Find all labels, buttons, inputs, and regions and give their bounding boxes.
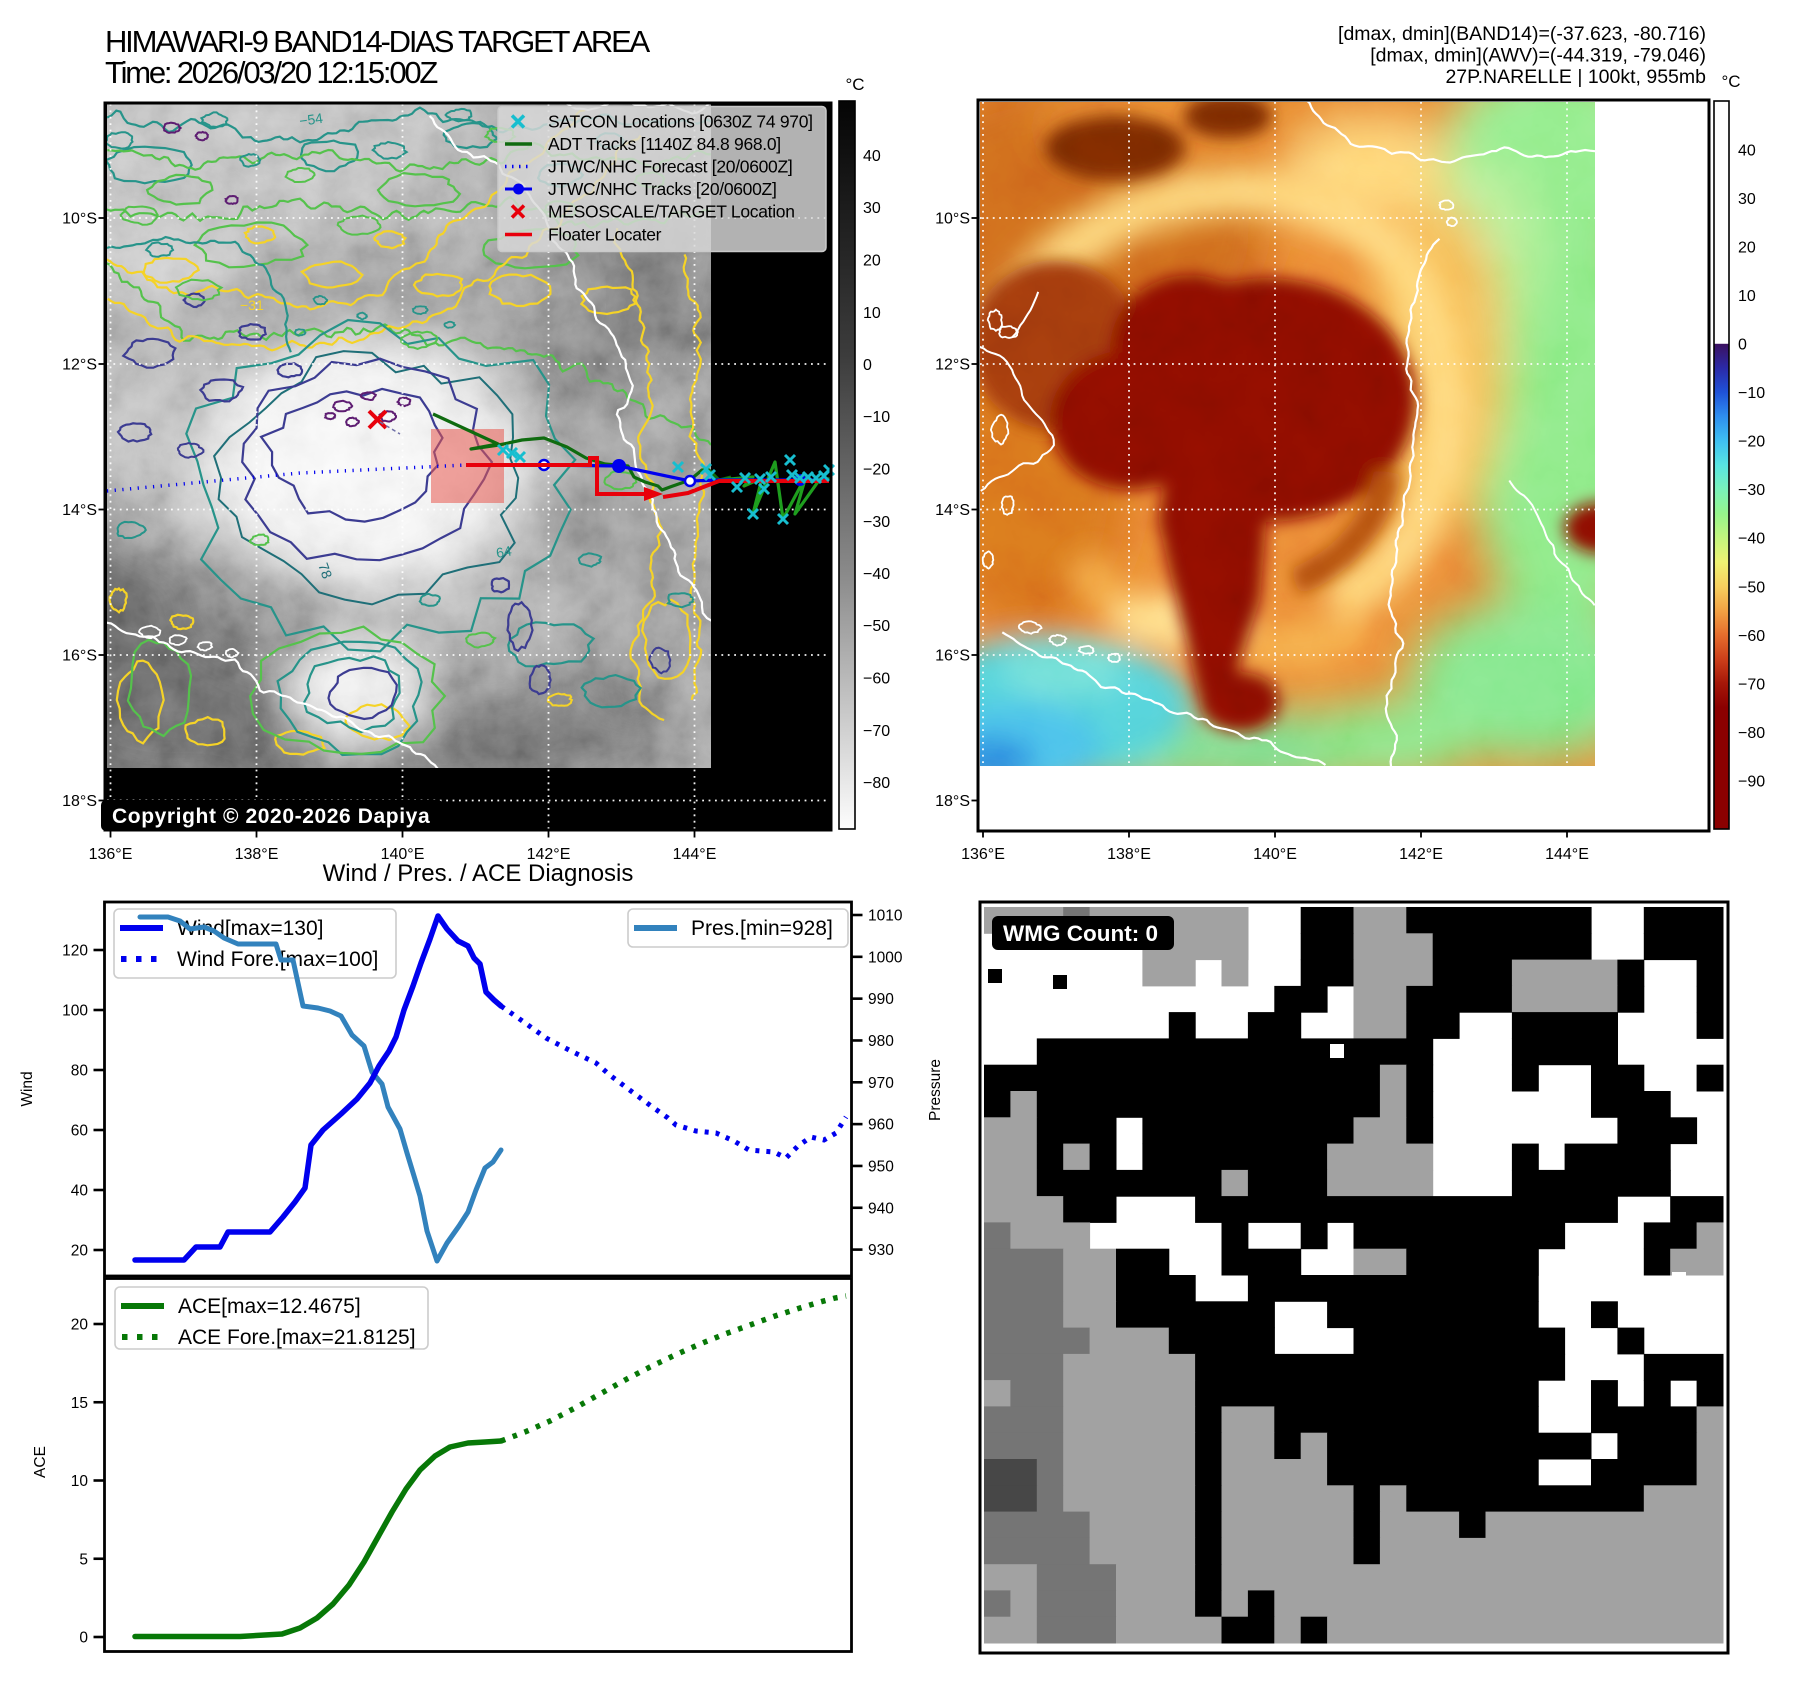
svg-text:40: 40: [71, 1183, 89, 1200]
svg-text:120: 120: [62, 943, 88, 960]
svg-text:12°S: 12°S: [62, 357, 97, 374]
svg-text:WMG Count: 0: WMG Count: 0: [1003, 921, 1158, 946]
svg-text:20: 20: [71, 1317, 89, 1334]
svg-text:−90: −90: [1738, 773, 1765, 790]
svg-text:64: 64: [495, 542, 513, 560]
svg-text:HIMAWARI-9 BAND14-DIAS TARGET: HIMAWARI-9 BAND14-DIAS TARGET AREA: [105, 24, 651, 59]
svg-text:12°S: 12°S: [935, 357, 970, 374]
svg-text:−20: −20: [863, 462, 890, 479]
svg-text:138°E: 138°E: [1107, 846, 1151, 863]
svg-text:−60: −60: [863, 671, 890, 688]
svg-text:JTWC/NHC Forecast [20/0600Z]: JTWC/NHC Forecast [20/0600Z]: [548, 157, 792, 177]
svg-text:−31: −31: [240, 297, 264, 313]
svg-text:18°S: 18°S: [935, 793, 970, 810]
svg-text:Wind: Wind: [19, 1071, 36, 1106]
svg-text:−70: −70: [863, 723, 890, 740]
svg-text:950: 950: [868, 1158, 894, 1175]
svg-text:18°S: 18°S: [62, 793, 97, 810]
svg-text:1000: 1000: [868, 949, 903, 966]
svg-text:27P.NARELLE | 100kt, 955mb: 27P.NARELLE | 100kt, 955mb: [1445, 66, 1706, 88]
svg-text:[dmax, dmin](BAND14)=(-37.623,: [dmax, dmin](BAND14)=(-37.623, -80.716): [1338, 23, 1706, 45]
svg-text:10: 10: [71, 1473, 89, 1490]
svg-text:−20: −20: [1738, 434, 1765, 451]
svg-text:960: 960: [868, 1117, 894, 1134]
svg-text:15: 15: [71, 1395, 88, 1412]
svg-text:940: 940: [868, 1200, 894, 1217]
svg-text:Time: 2026/03/20 12:15:00Z: Time: 2026/03/20 12:15:00Z: [105, 55, 437, 90]
svg-text:10: 10: [1738, 288, 1756, 305]
svg-text:°C: °C: [845, 75, 864, 94]
svg-text:−40: −40: [863, 566, 890, 583]
svg-text:10°S: 10°S: [935, 211, 970, 228]
svg-text:−50: −50: [863, 618, 890, 635]
svg-text:[dmax, dmin](AWV)=(-44.319, -7: [dmax, dmin](AWV)=(-44.319, -79.046): [1370, 45, 1706, 67]
svg-text:MESOSCALE/TARGET Location: MESOSCALE/TARGET Location: [548, 202, 795, 222]
svg-text:Pressure: Pressure: [927, 1059, 944, 1121]
svg-text:−30: −30: [863, 514, 890, 531]
svg-text:144°E: 144°E: [673, 846, 717, 863]
svg-text:0: 0: [1738, 337, 1747, 354]
svg-text:930: 930: [868, 1242, 894, 1259]
svg-text:980: 980: [868, 1033, 894, 1050]
svg-text:−54: −54: [298, 110, 324, 129]
svg-text:Wind Fore.[max=100]: Wind Fore.[max=100]: [177, 948, 378, 971]
svg-text:JTWC/NHC Tracks [20/0600Z]: JTWC/NHC Tracks [20/0600Z]: [548, 179, 777, 199]
svg-text:144°E: 144°E: [1545, 846, 1589, 863]
svg-text:14°S: 14°S: [62, 502, 97, 519]
svg-text:−30: −30: [1738, 482, 1765, 499]
svg-text:0: 0: [863, 357, 872, 374]
svg-text:5: 5: [79, 1551, 88, 1568]
svg-text:−50: −50: [1738, 579, 1765, 596]
svg-text:ADT Tracks [1140Z 84.8 968.0]: ADT Tracks [1140Z 84.8 968.0]: [548, 134, 781, 154]
svg-text:990: 990: [868, 991, 894, 1008]
svg-text:10°S: 10°S: [62, 211, 97, 228]
svg-text:−80: −80: [863, 775, 890, 792]
svg-text:Copyright © 2020-2026 Dapiya: Copyright © 2020-2026 Dapiya: [112, 805, 430, 828]
svg-text:Pres.[min=928]: Pres.[min=928]: [691, 917, 833, 940]
svg-text:0: 0: [79, 1630, 88, 1647]
svg-text:136°E: 136°E: [961, 846, 1005, 863]
svg-text:−70: −70: [1738, 676, 1765, 693]
svg-text:16°S: 16°S: [935, 648, 970, 665]
svg-text:Floater Locater: Floater Locater: [548, 225, 662, 245]
svg-text:16°S: 16°S: [62, 648, 97, 665]
svg-text:136°E: 136°E: [89, 846, 133, 863]
svg-text:140°E: 140°E: [1253, 846, 1297, 863]
svg-text:−10: −10: [863, 409, 890, 426]
svg-text:30: 30: [1738, 191, 1756, 208]
svg-text:Wind / Pres. / ACE Diagnosis: Wind / Pres. / ACE Diagnosis: [323, 860, 634, 887]
svg-text:30: 30: [863, 200, 881, 217]
svg-text:40: 40: [863, 148, 881, 165]
svg-text:−60: −60: [1738, 628, 1765, 645]
svg-text:100: 100: [62, 1003, 88, 1020]
svg-text:20: 20: [1738, 240, 1756, 257]
svg-text:78: 78: [315, 561, 335, 581]
svg-text:142°E: 142°E: [1399, 846, 1443, 863]
svg-text:60: 60: [71, 1123, 89, 1140]
svg-text:10: 10: [863, 305, 881, 322]
svg-text:ACE: ACE: [32, 1446, 49, 1478]
svg-text:140°E: 140°E: [381, 846, 425, 863]
svg-text:40: 40: [1738, 143, 1756, 160]
svg-text:SATCON Locations [0630Z 74 970: SATCON Locations [0630Z 74 970]: [548, 112, 813, 132]
svg-text:14°S: 14°S: [935, 502, 970, 519]
svg-text:−10: −10: [1738, 385, 1765, 402]
svg-text:ACE[max=12.4675]: ACE[max=12.4675]: [178, 1295, 361, 1318]
svg-text:1010: 1010: [868, 908, 903, 925]
svg-text:142°E: 142°E: [527, 846, 571, 863]
svg-text:−40: −40: [1738, 531, 1765, 548]
svg-text:80: 80: [71, 1063, 89, 1080]
svg-text:20: 20: [863, 253, 881, 270]
svg-text:Wind[max=130]: Wind[max=130]: [177, 917, 324, 940]
svg-text:138°E: 138°E: [235, 846, 279, 863]
svg-text:ACE Fore.[max=21.8125]: ACE Fore.[max=21.8125]: [178, 1326, 416, 1349]
svg-text:970: 970: [868, 1075, 894, 1092]
svg-text:20: 20: [71, 1243, 89, 1260]
svg-text:−80: −80: [1738, 725, 1765, 742]
svg-text:°C: °C: [1721, 72, 1740, 91]
